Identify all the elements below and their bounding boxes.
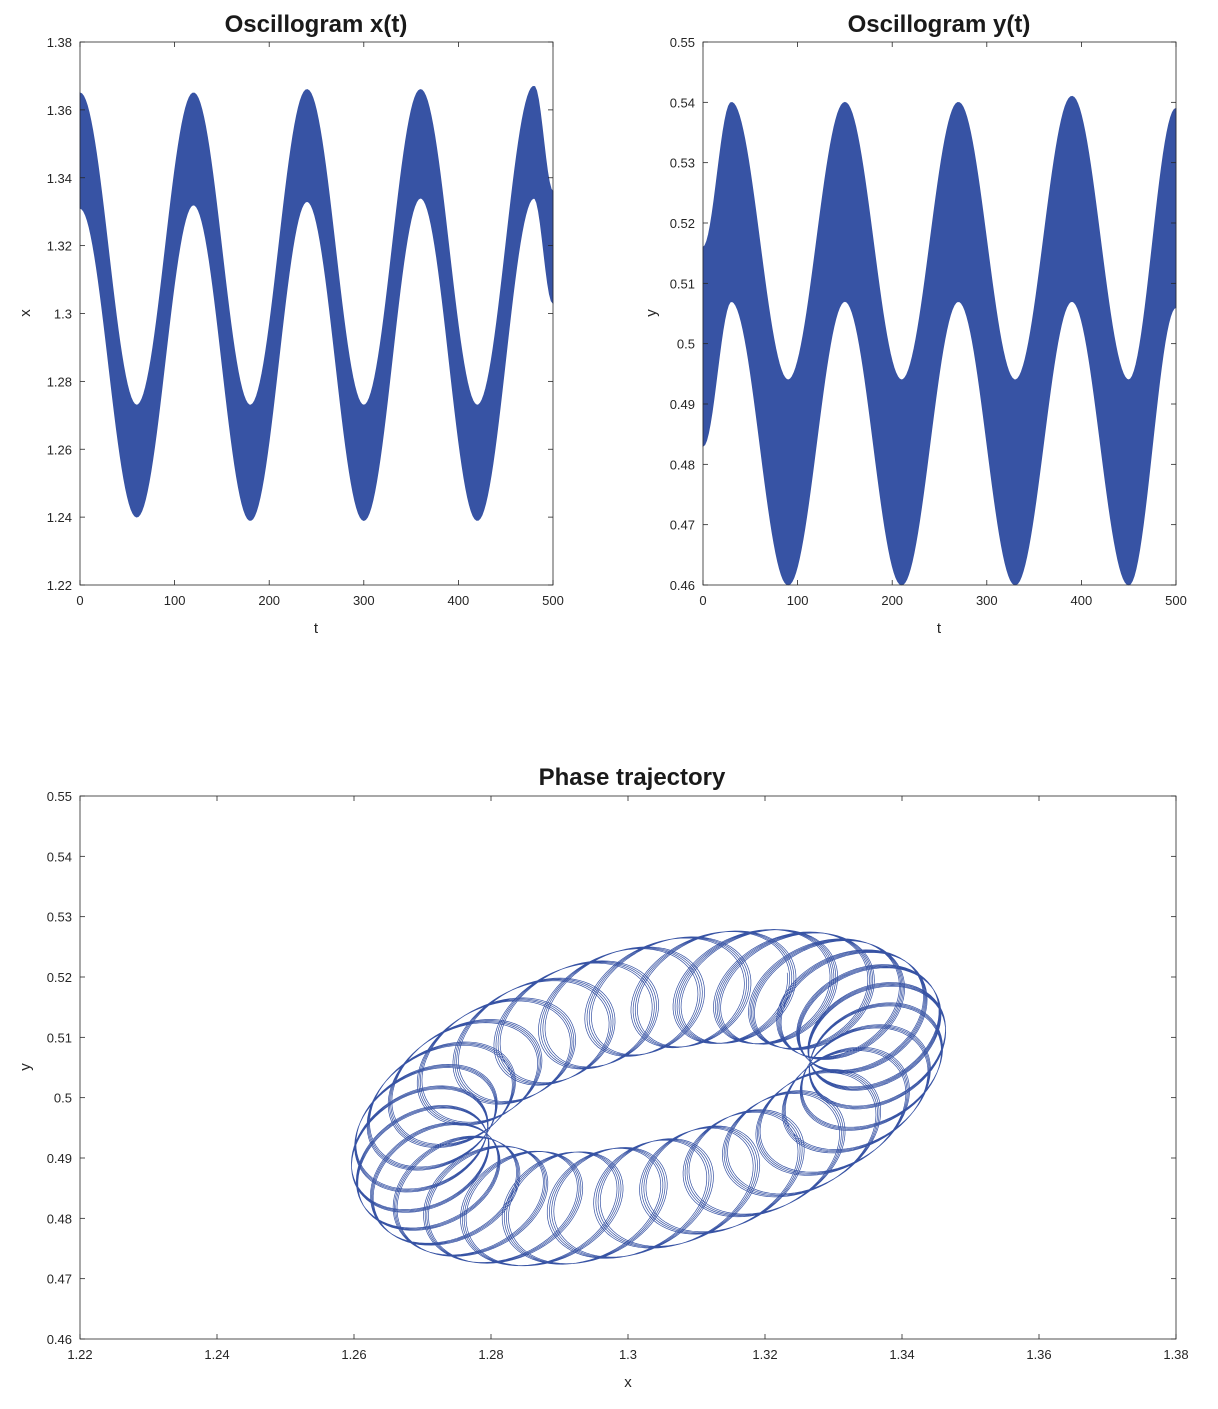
y-tick-label: 0.55 [670, 35, 695, 50]
series-band [702, 95, 1177, 586]
y-tick-label: 0.47 [670, 518, 695, 533]
plot-area [79, 86, 554, 521]
y-tick-label: 0.48 [47, 1211, 72, 1226]
y-tick-label: 0.54 [670, 95, 695, 110]
y-axis-label: x [17, 309, 34, 317]
x-tick-label: 1.38 [1163, 1347, 1188, 1362]
y-tick-label: 0.46 [47, 1332, 72, 1347]
chart-oscillogram-y: Oscillogram y(t) 0 100 200 300 400 500 0.46 0.4… [643, 11, 1187, 637]
y-tick-label: 0.54 [47, 849, 72, 864]
x-tick-label: 1.32 [752, 1347, 777, 1362]
y-tick-label: 0.47 [47, 1272, 72, 1287]
ticks: 0 100 200 300 400 500 1.22 1.24 1.26 1.28 1.3 1.32 1… [47, 35, 564, 608]
axes-frame [702, 41, 1177, 586]
y-tick-label: 0.52 [670, 216, 695, 231]
y-axis-label: y [643, 309, 660, 317]
y-tick-label: 0.49 [47, 1151, 72, 1166]
x-axis-label: t [937, 620, 942, 637]
y-tick-label: 0.5 [677, 337, 695, 352]
x-tick-label: 1.36 [1026, 1347, 1051, 1362]
y-tick-label: 0.48 [670, 457, 695, 472]
series-band [79, 86, 554, 521]
x-axis-label: x [624, 1374, 632, 1391]
chart-oscillogram-x: Oscillogram x(t) 0 100 200 300 400 500 1.22 1.2… [17, 11, 564, 637]
y-tick-label: 1.3 [54, 307, 72, 322]
y-tick-label: 1.24 [47, 510, 72, 525]
y-tick-label: 0.52 [47, 970, 72, 985]
y-tick-label: 1.26 [47, 442, 72, 457]
x-tick-label: 1.28 [478, 1347, 503, 1362]
y-tick-label: 1.32 [47, 239, 72, 254]
y-tick-label: 1.22 [47, 578, 72, 593]
x-tick-label: 100 [787, 593, 809, 608]
axes-frame [79, 795, 1177, 1340]
x-tick-label: 500 [542, 593, 564, 608]
y-tick-label: 0.51 [47, 1030, 72, 1045]
x-tick-label: 1.3 [619, 1347, 637, 1362]
x-tick-label: 1.34 [889, 1347, 914, 1362]
y-tick-label: 0.55 [47, 789, 72, 804]
y-tick-label: 0.51 [670, 276, 695, 291]
x-tick-label: 1.22 [67, 1347, 92, 1362]
y-tick-label: 0.46 [670, 578, 695, 593]
y-tick-label: 1.34 [47, 171, 72, 186]
x-tick-label: 200 [258, 593, 280, 608]
ticks: 0 100 200 300 400 500 0.46 0.47 0.48 0.49 0.5 0.51 0… [670, 35, 1187, 608]
x-tick-label: 0 [76, 593, 83, 608]
x-tick-label: 100 [164, 593, 186, 608]
x-tick-label: 200 [881, 593, 903, 608]
y-tick-label: 0.49 [670, 397, 695, 412]
x-tick-label: 300 [353, 593, 375, 608]
y-tick-label: 1.36 [47, 103, 72, 118]
y-tick-label: 1.28 [47, 374, 72, 389]
x-tick-label: 400 [448, 593, 470, 608]
x-tick-label: 1.24 [204, 1347, 229, 1362]
x-tick-label: 1.26 [341, 1347, 366, 1362]
chart-title: Phase trajectory [539, 764, 726, 791]
y-tick-label: 0.53 [670, 156, 695, 171]
y-tick-label: 1.38 [47, 35, 72, 50]
chart-title: Oscillogram x(t) [225, 11, 408, 38]
chart-title: Oscillogram y(t) [848, 11, 1031, 38]
phase-curve [351, 929, 947, 1267]
x-tick-label: 500 [1165, 593, 1187, 608]
y-axis-label: y [17, 1063, 34, 1071]
ticks: 1.22 1.24 1.26 1.28 1.3 1.32 1.34 1.36 1.38 0.46 0… [47, 789, 1189, 1362]
plot-area [702, 95, 1177, 586]
x-axis-label: t [314, 620, 319, 637]
x-tick-label: 0 [699, 593, 706, 608]
y-tick-label: 0.53 [47, 910, 72, 925]
x-tick-label: 300 [976, 593, 998, 608]
y-tick-label: 0.5 [54, 1091, 72, 1106]
plot-area [351, 929, 947, 1267]
x-tick-label: 400 [1071, 593, 1093, 608]
chart-phase-trajectory: Phase trajectory 1.22 1.24 1.26 1.28 1.3 1.32… [17, 764, 1189, 1391]
